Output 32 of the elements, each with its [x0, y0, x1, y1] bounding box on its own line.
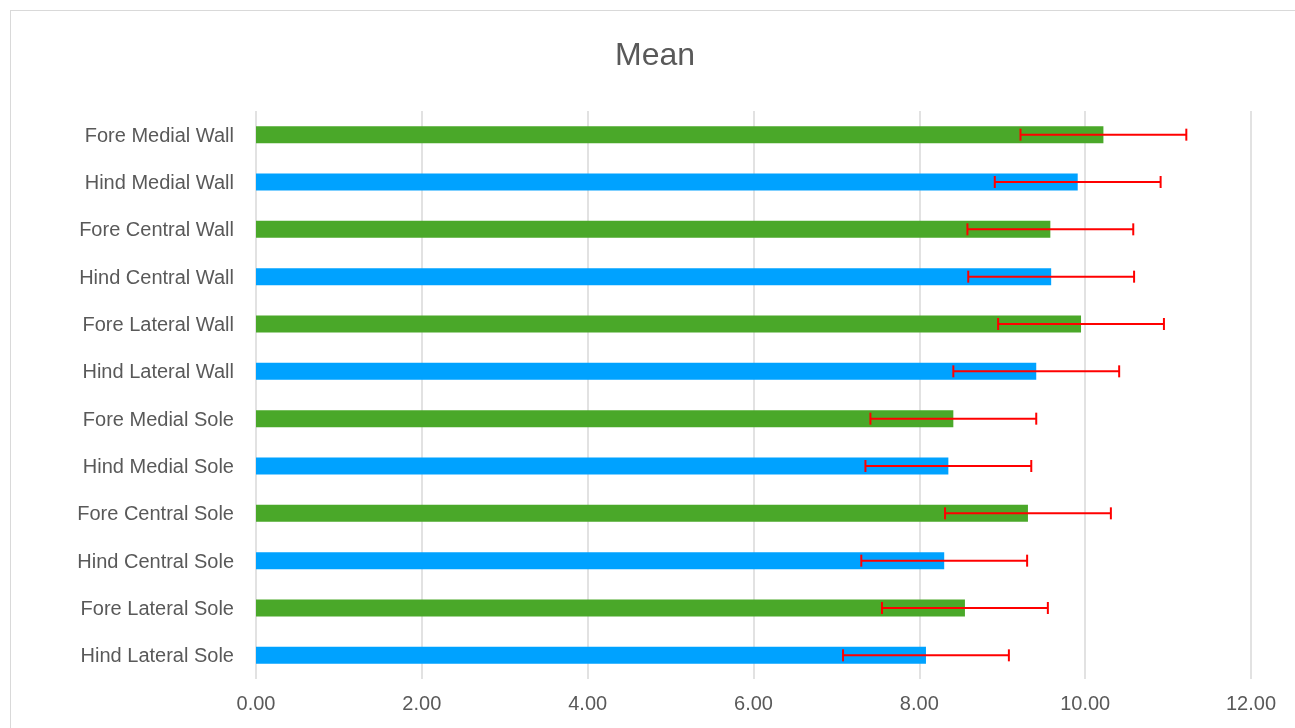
- bar: [256, 268, 1052, 286]
- y-tick-label: Fore Central Wall: [79, 218, 234, 241]
- x-tick-label: 10.00: [1060, 692, 1111, 714]
- x-tick-label: 2.00: [402, 692, 442, 714]
- y-tick-label: Fore Central Sole: [77, 502, 234, 525]
- chart-title: Mean: [614, 36, 696, 72]
- x-tick-label: 12.00: [1225, 692, 1277, 714]
- bar: [256, 646, 926, 664]
- x-tick-label: 8.00: [899, 692, 939, 714]
- y-tick-label: Fore Medial Sole: [82, 407, 234, 430]
- bar: [256, 552, 945, 570]
- bar: [256, 599, 965, 617]
- y-tick-label: Fore Lateral Wall: [82, 313, 234, 335]
- y-tick-label: Hind Lateral Wall: [82, 360, 234, 383]
- bar: [256, 362, 1037, 380]
- bar: [256, 504, 1028, 522]
- bar: [256, 315, 1082, 333]
- y-tick-label: Fore Lateral Sole: [80, 597, 234, 619]
- x-tick-label: 0.00: [236, 692, 276, 714]
- x-tick-label: 6.00: [734, 692, 773, 714]
- y-tick-label: Fore Medial Wall: [84, 123, 234, 146]
- x-tick-label: 4.00: [568, 692, 608, 714]
- bar: [256, 220, 1051, 238]
- bar: [256, 457, 949, 475]
- bar: [256, 410, 954, 428]
- y-tick-label: Hind Medial Sole: [82, 455, 234, 477]
- bar: [256, 126, 1104, 144]
- y-tick-label: Hind Medial Wall: [84, 171, 234, 193]
- y-tick-label: Hind Central Sole: [77, 549, 234, 572]
- y-tick-label: Hind Central Wall: [79, 265, 234, 288]
- y-tick-label: Hind Lateral Sole: [80, 644, 234, 667]
- bar: [256, 173, 1078, 191]
